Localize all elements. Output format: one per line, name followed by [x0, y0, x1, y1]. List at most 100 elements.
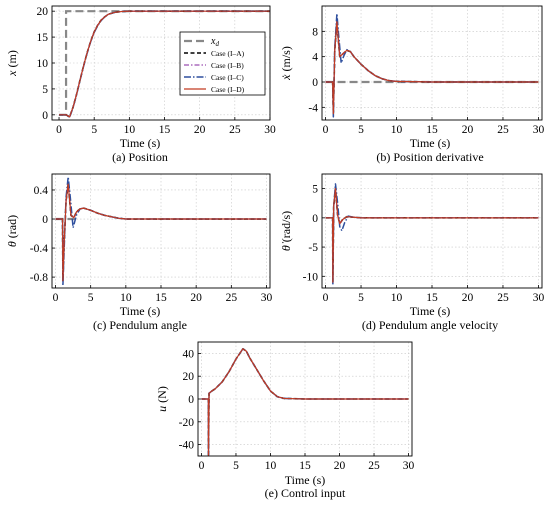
x-tick-label: 20: [462, 292, 474, 304]
y-tick-label: 8: [312, 26, 318, 38]
y-tick-label: 4: [312, 52, 318, 64]
x-tick-label: 20: [462, 124, 474, 136]
x-tick-label: 30: [261, 292, 273, 304]
x-tick-label: 5: [88, 292, 94, 304]
y-tick-label: -0.4: [30, 243, 48, 255]
x-axis-label: Time (s): [410, 304, 451, 318]
y-tick-label: -40: [179, 440, 195, 452]
x-tick-label: 15: [159, 124, 171, 136]
y-axis-unit: (rad/s): [279, 211, 293, 245]
y-axis-symbol: ẋ: [279, 74, 293, 81]
x-tick-label: 10: [391, 292, 403, 304]
x-tick-label: 10: [391, 124, 403, 136]
plot-area: [325, 183, 539, 286]
y-tick-label: 15: [37, 32, 49, 44]
legend-entry-label: Case (I–C): [211, 73, 244, 82]
x-axis-label: Time (s): [120, 304, 161, 318]
panel-2: 0 5 10 15 20 25 30 -4 0 4 8 Time (s) ẋ (m/s) (b) Posi…: [279, 5, 545, 164]
y-tick-label: 0.4: [34, 185, 49, 197]
y-axis-label: u (N): [155, 386, 169, 412]
x-tick-label: 5: [91, 124, 97, 136]
legend-entry-label: Case (I–D): [211, 85, 245, 94]
panel-4: 0 5 10 15 20 25 30 -10 -5 0 5 Time (s) θ̇ (rad/s) (d)…: [279, 173, 545, 332]
y-tick-label: 20: [37, 6, 49, 18]
x-tick-label: 10: [265, 460, 277, 472]
x-tick-label: 30: [533, 292, 545, 304]
y-tick-label: 10: [37, 58, 49, 70]
x-tick-label: 0: [323, 292, 329, 304]
y-axis-unit: (rad): [5, 215, 19, 241]
x-tick-label: 30: [264, 124, 276, 136]
x-axis-label: Time (s): [285, 473, 326, 487]
series-line-4: [325, 188, 539, 283]
y-axis-label: x (m): [5, 50, 19, 77]
legend-box: [179, 31, 266, 96]
series-line-4: [55, 183, 267, 282]
panel-caption: (c) Pendulum angle: [93, 318, 187, 332]
y-axis-symbol: u: [155, 406, 169, 412]
y-tick-label: -20: [179, 417, 195, 429]
legend-entry-label: Case (I–A): [211, 49, 245, 58]
y-tick-label: -5: [308, 242, 318, 254]
x-tick-label: 10: [120, 292, 132, 304]
series-line-1: [325, 21, 539, 115]
x-tick-label: 15: [155, 292, 167, 304]
x-tick-label: 20: [190, 292, 202, 304]
series-line-4: [201, 348, 409, 456]
x-tick-label: 5: [358, 292, 364, 304]
panel-caption: (e) Control input: [265, 486, 346, 500]
x-tick-label: 15: [299, 460, 311, 472]
series-line-4: [325, 21, 539, 115]
plot-area: [55, 176, 267, 287]
x-tick-label: 0: [199, 460, 205, 472]
panel-caption: (b) Position derivative: [376, 150, 483, 164]
y-tick-label: 0: [312, 77, 318, 89]
x-tick-label: 0: [323, 124, 329, 136]
x-axis-label: Time (s): [410, 136, 451, 150]
series-line-4: [59, 10, 270, 118]
y-axis-unit: (m/s): [279, 46, 293, 74]
y-tick-label: 0: [42, 110, 48, 122]
y-axis-symbol: θ̇: [279, 241, 293, 251]
y-tick-label: 0: [312, 213, 318, 225]
y-axis-symbol: θ: [5, 241, 19, 247]
x-tick-label: 5: [358, 124, 364, 136]
y-tick-label: 20: [183, 371, 195, 383]
y-tick-label: 5: [42, 84, 48, 96]
y-tick-label: 0: [188, 394, 194, 406]
x-tick-label: 10: [124, 124, 136, 136]
plot-area: [325, 12, 539, 118]
x-tick-label: 25: [229, 124, 241, 136]
x-tick-label: 5: [233, 460, 239, 472]
y-tick-label: 0: [42, 214, 48, 226]
plot-area: [201, 348, 409, 456]
x-tick-label: 30: [533, 124, 545, 136]
legend-entry-label: xd: [210, 36, 219, 48]
panel-5: 0 5 10 15 20 25 30 -40 -20 0 20 40 Time (s) u (N) (e) …: [155, 341, 415, 500]
panel-caption: (d) Pendulum angle velocity: [362, 318, 498, 332]
plot-area: [59, 10, 270, 119]
y-tick-label: 5: [312, 184, 318, 196]
y-axis-unit: (N): [155, 386, 169, 406]
x-tick-label: 25: [497, 292, 509, 304]
x-tick-label: 0: [56, 124, 62, 136]
y-axis-label: ẋ (m/s): [279, 46, 293, 81]
panel-caption: (a) Position: [112, 150, 168, 164]
y-tick-label: -0.8: [30, 272, 48, 284]
series-line-2: [325, 21, 539, 115]
x-axis-label: Time (s): [120, 136, 161, 150]
y-axis-label: θ̇ (rad/s): [279, 211, 293, 251]
y-tick-label: -10: [303, 271, 319, 283]
x-tick-label: 15: [426, 124, 438, 136]
y-axis-label: θ (rad): [5, 215, 19, 247]
x-tick-label: 25: [368, 460, 380, 472]
y-axis-unit: (m): [5, 50, 19, 70]
x-tick-label: 15: [426, 292, 438, 304]
y-axis-symbol: x: [5, 70, 19, 77]
x-tick-label: 25: [497, 124, 509, 136]
x-tick-label: 20: [334, 460, 346, 472]
y-tick-label: -4: [308, 102, 318, 114]
